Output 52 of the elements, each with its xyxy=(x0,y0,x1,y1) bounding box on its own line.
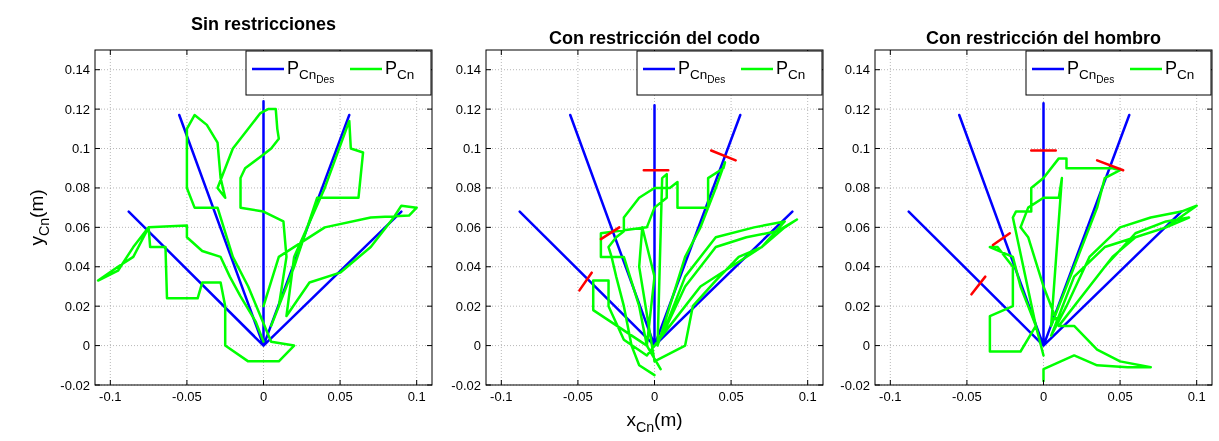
x-tick-label: 0.1 xyxy=(798,389,817,404)
x-tick-label: 0.1 xyxy=(407,389,426,404)
y-tick-label: 0.06 xyxy=(64,219,90,235)
y-tick-label: 0.14 xyxy=(64,62,90,78)
y-tick-label: 0.06 xyxy=(844,219,870,235)
x-tick-label: -0.05 xyxy=(172,389,202,404)
line-series xyxy=(591,161,799,377)
y-tick-label: 0.12 xyxy=(455,101,481,117)
y-tick-label: 0.02 xyxy=(844,298,870,314)
y-tick-label: 0.14 xyxy=(455,62,481,78)
y-tick-label: 0 xyxy=(473,338,481,354)
x-tick-label: 0.05 xyxy=(718,389,744,404)
x-tick-label: -0.1 xyxy=(99,389,122,404)
y-tick-label: 0.04 xyxy=(455,259,481,275)
x-tick-label: 0.1 xyxy=(1187,389,1206,404)
x-tick-label: -0.05 xyxy=(563,389,593,404)
y-tick-label: 0.06 xyxy=(455,219,481,235)
legend-label: P$_{Cn}$ xyxy=(385,58,415,83)
y-tick-label: 0.08 xyxy=(64,180,90,196)
y-tick-label: 0.1 xyxy=(851,141,870,157)
chart-title: Con restricción del codo xyxy=(548,28,761,48)
y-tick-label: 0.14 xyxy=(844,62,870,78)
x-axis-title: x$_{Cn}$(m) xyxy=(626,409,683,435)
y-tick-label: -0.02 xyxy=(840,377,870,393)
y-tick-label: -0.02 xyxy=(60,377,90,393)
x-tick-label: 0.05 xyxy=(327,389,353,404)
x-tick-label: 0.05 xyxy=(1107,389,1133,404)
y-tick-label: 0.1 xyxy=(71,141,90,157)
y-tick-label: 0.02 xyxy=(64,298,90,314)
y-tick-label: -0.02 xyxy=(451,377,481,393)
line-series xyxy=(988,157,1198,383)
y-tick-label: 0.04 xyxy=(64,259,90,275)
x-tick-label: -0.05 xyxy=(952,389,982,404)
y-tick-label: 0.08 xyxy=(844,180,870,196)
x-tick-label: 0 xyxy=(259,389,268,404)
x-tick-label: 0 xyxy=(1039,389,1048,404)
x-tick-label: -0.1 xyxy=(490,389,513,404)
y-tick-label: 0.12 xyxy=(64,101,90,117)
x-tick-label: -0.1 xyxy=(879,389,902,404)
legend-label: P$_{Cn}$ xyxy=(776,58,806,83)
y-tick-label: 0 xyxy=(862,338,870,354)
y-tick-label: 0 xyxy=(82,338,90,354)
y-tick-label: 0.12 xyxy=(844,101,870,117)
x-tick-label: 0 xyxy=(650,389,659,404)
line-series xyxy=(96,107,418,363)
y-tick-label: 0.08 xyxy=(455,180,481,196)
y-tick-label: 0.02 xyxy=(455,298,481,314)
y-tick-label: 0.04 xyxy=(844,259,870,275)
legend-label: P$_{Cn}$ xyxy=(1165,58,1195,83)
chart-title: Sin restricciones xyxy=(190,14,337,34)
y-tick-label: 0.1 xyxy=(462,141,481,157)
chart-title: Con restricción del hombro xyxy=(925,28,1162,48)
